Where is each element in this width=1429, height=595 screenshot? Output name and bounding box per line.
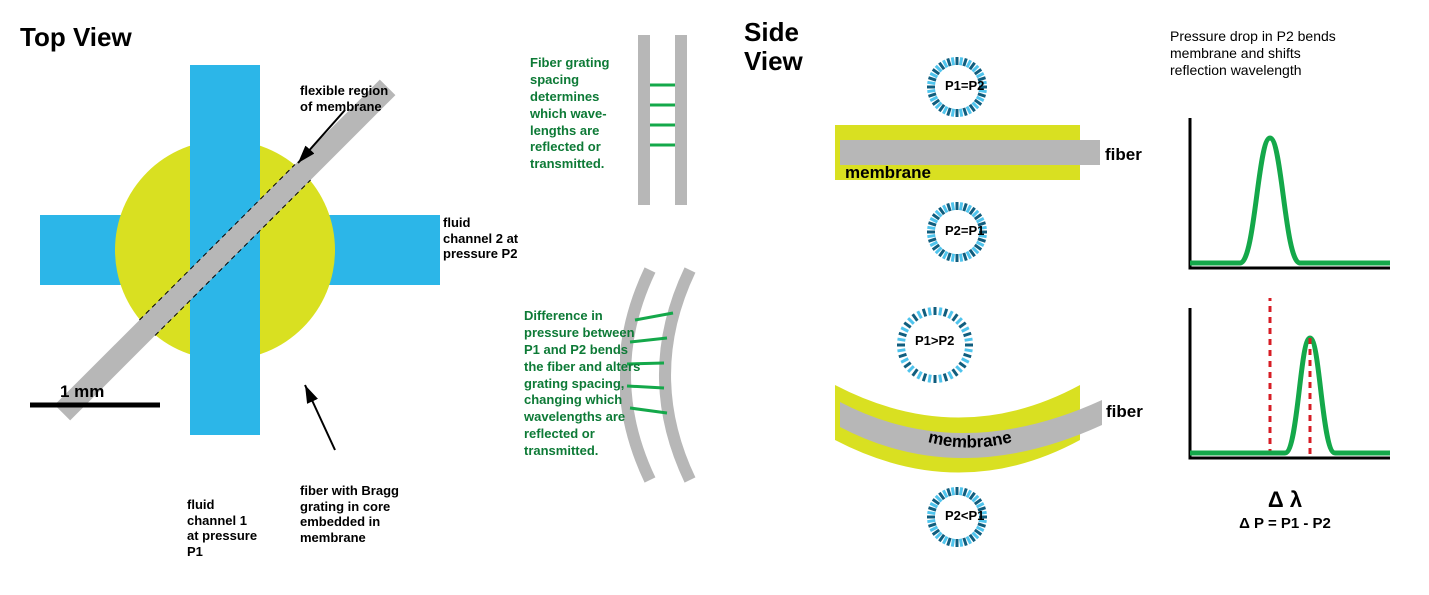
- top-view-heading: Top View: [20, 22, 132, 53]
- channel1-label: fluid channel 1 at pressure P1: [187, 497, 257, 559]
- fiber-text-2: fiber: [1106, 402, 1143, 422]
- fiber-straight-svg: [630, 30, 730, 210]
- fiber-straight-left: [638, 35, 650, 205]
- label-p1gtp2: P1>P2: [915, 333, 954, 349]
- fiber-bent-text: Difference in pressure between P1 and P2…: [524, 308, 640, 460]
- label-p2eqp1: P2=P1: [945, 223, 984, 239]
- label-p2ltp1: P2<P1: [945, 508, 984, 524]
- fiber-bent-svg: [620, 260, 760, 490]
- scale-label: 1 mm: [60, 382, 104, 402]
- membrane-text-1: membrane: [845, 163, 931, 183]
- plots-title: Pressure drop in P2 bends membrane and s…: [1170, 28, 1420, 78]
- membrane-text-2-svg: membrane: [880, 410, 1060, 470]
- peak-bottom: [1190, 338, 1390, 453]
- fiber-straight-text: Fiber grating spacing determines which w…: [530, 55, 609, 173]
- diagram-stage: Top View Side View flexible region of me…: [0, 0, 1429, 595]
- side-view-group: P1=P2 P2=P1 fiber membrane P1>P2 P2<P1 f…: [810, 30, 1140, 570]
- label-p1eqp2: P1=P2: [945, 78, 984, 94]
- fiber-rect: [840, 140, 1100, 165]
- membrane-text-2: membrane: [927, 427, 1014, 451]
- delta-p: Δ P = P1 - P2: [1170, 515, 1400, 532]
- side-view-heading: Side View: [744, 18, 803, 75]
- fiber-straight-right: [675, 35, 687, 205]
- arrow-fiber: [305, 385, 335, 450]
- grating-straight: [650, 85, 675, 145]
- delta-lambda: Δ λ: [1170, 487, 1400, 513]
- plot-top: [1170, 108, 1400, 288]
- fiber-label: fiber with Bragg grating in core embedde…: [300, 483, 399, 545]
- plot-bottom: [1170, 298, 1400, 478]
- fiber-bent-right: [665, 270, 690, 480]
- channel2-label: fluid channel 2 at pressure P2: [443, 215, 518, 262]
- fiber-text-1: fiber: [1105, 145, 1142, 165]
- peak-top: [1190, 138, 1390, 263]
- membrane-label: flexible region of membrane: [300, 83, 388, 114]
- plots-group: Pressure drop in P2 bends membrane and s…: [1170, 28, 1420, 578]
- svg-text:membrane: membrane: [927, 427, 1014, 451]
- top-view-svg: [20, 55, 470, 535]
